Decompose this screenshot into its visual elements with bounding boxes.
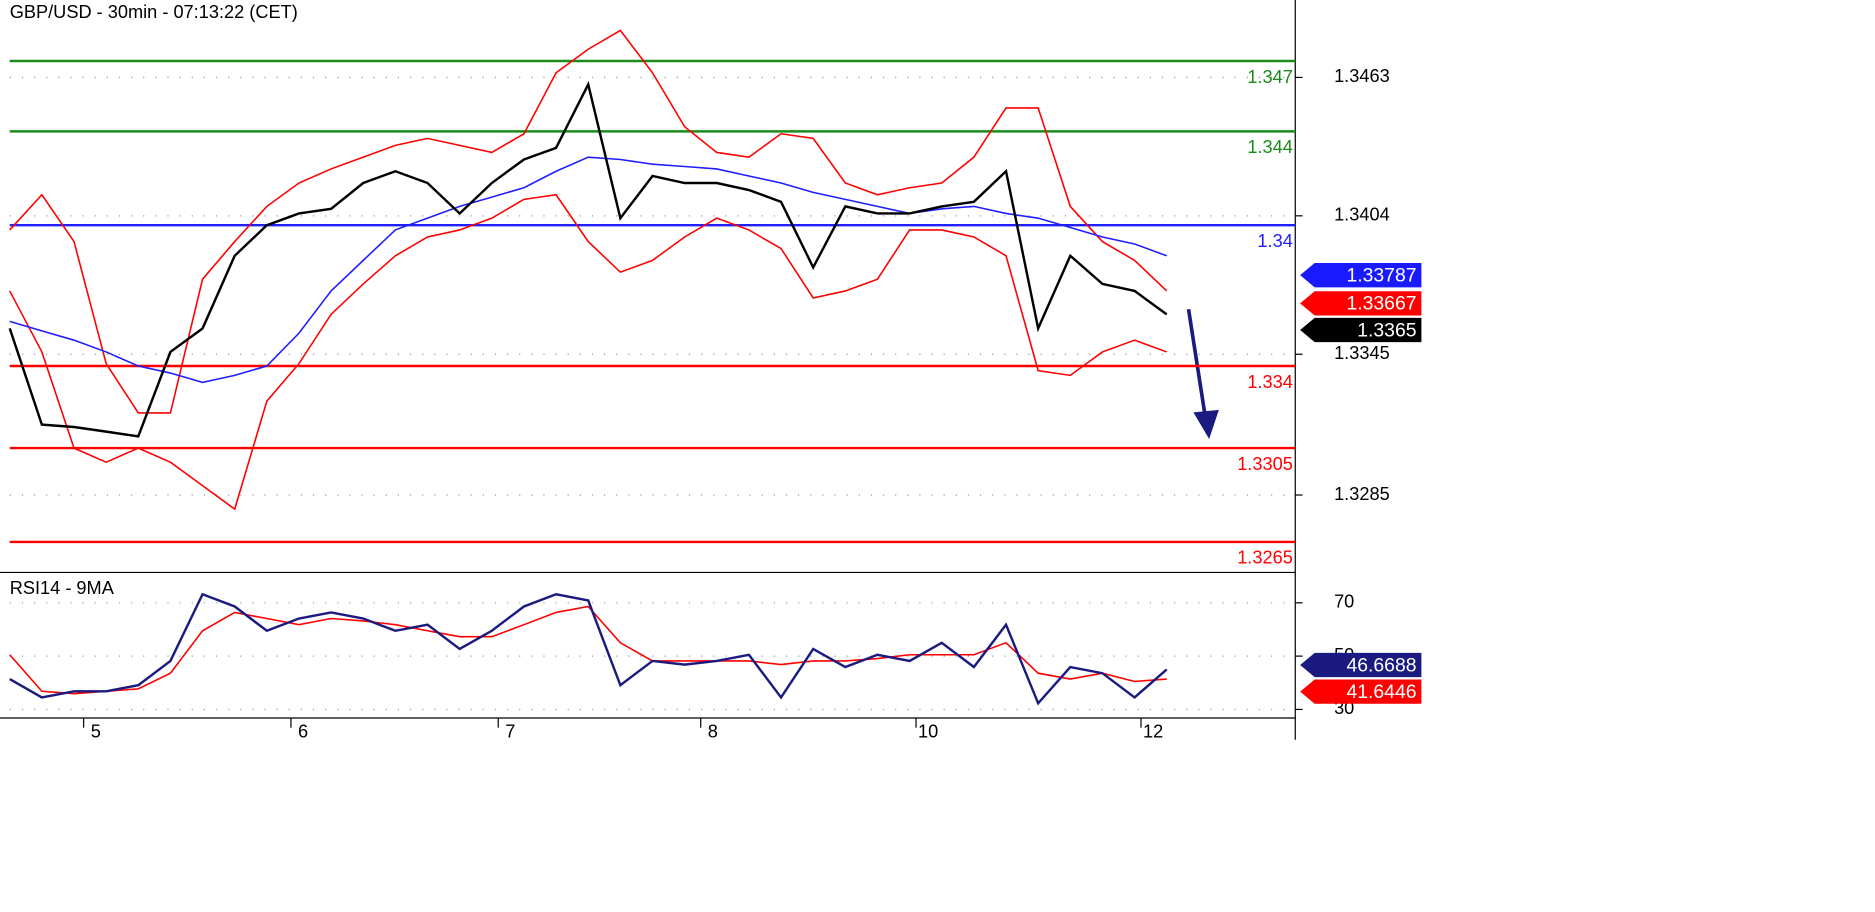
x-tick-label: 5 [91,721,101,741]
y-tick-label: 1.3285 [1334,484,1390,504]
price-badge [1300,291,1422,316]
x-tick-label: 12 [1143,721,1163,741]
level-label: 1.3265 [1237,548,1293,568]
price-badge-label: 1.33667 [1346,293,1416,315]
forecast-arrow [1186,308,1219,440]
x-tick-label: 10 [918,721,938,741]
level-label: 1.344 [1247,137,1293,157]
panel-title: RSI14 - 9MA [10,578,115,598]
price-badge-label: 46.6688 [1346,654,1416,676]
y-tick-label: 1.3345 [1334,343,1390,363]
price-badge-label: 41.6446 [1346,681,1416,703]
level-label: 1.334 [1247,372,1293,392]
level-label: 1.347 [1247,67,1293,87]
series-line [9,193,1167,511]
price-badge [1300,263,1422,288]
series-line [9,29,1168,414]
chart-title: GBP/USD - 30min - 07:13:22 (CET) [10,2,298,22]
y-tick-label: 1.3463 [1334,66,1390,86]
series-line [9,592,1168,706]
x-tick-label: 6 [298,721,308,741]
price-badge-label: 1.3365 [1357,319,1416,341]
y-tick-label: 1.3404 [1334,205,1390,225]
series-line [8,80,1168,438]
level-label: 1.3305 [1237,454,1293,474]
price-badge [1300,317,1422,343]
price-badge [1300,652,1422,678]
y-tick-label: 70 [1334,592,1354,612]
price-badge-label: 1.33787 [1346,265,1416,287]
series-line [9,605,1167,695]
price-badge [1300,679,1422,704]
level-label: 1.34 [1257,231,1292,251]
series-line [9,156,1167,384]
x-tick-label: 8 [708,721,718,741]
x-tick-label: 7 [505,721,515,741]
